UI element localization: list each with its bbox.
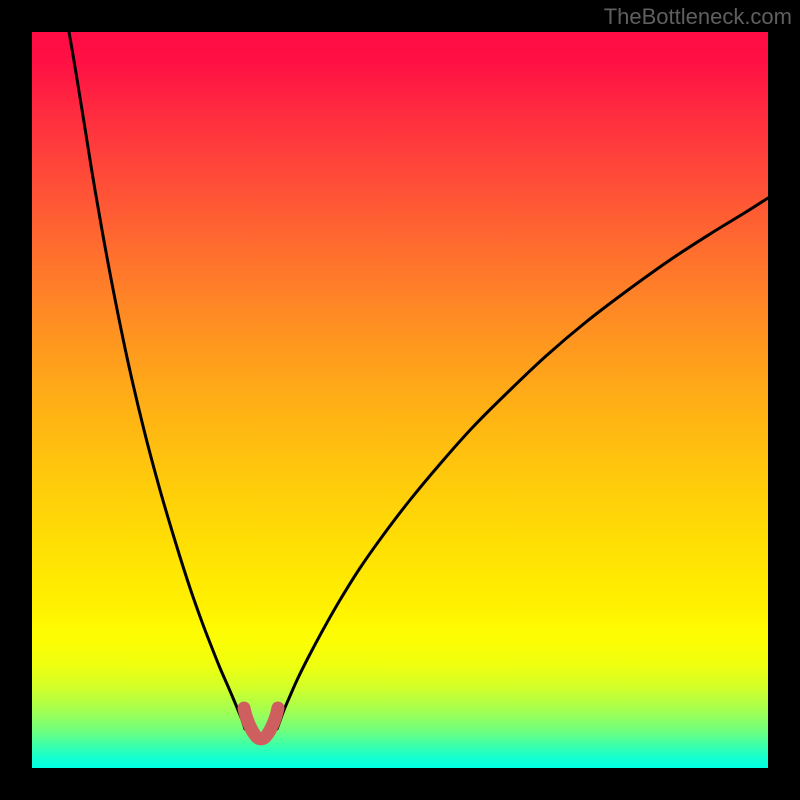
watermark-text: TheBottleneck.com — [604, 4, 792, 30]
plot-area — [32, 32, 768, 768]
chart-canvas: TheBottleneck.com — [0, 0, 800, 800]
bottleneck-curve — [32, 32, 768, 768]
trough-marker — [244, 708, 278, 739]
curve-left-branch — [69, 32, 245, 729]
curve-right-branch — [277, 198, 768, 729]
